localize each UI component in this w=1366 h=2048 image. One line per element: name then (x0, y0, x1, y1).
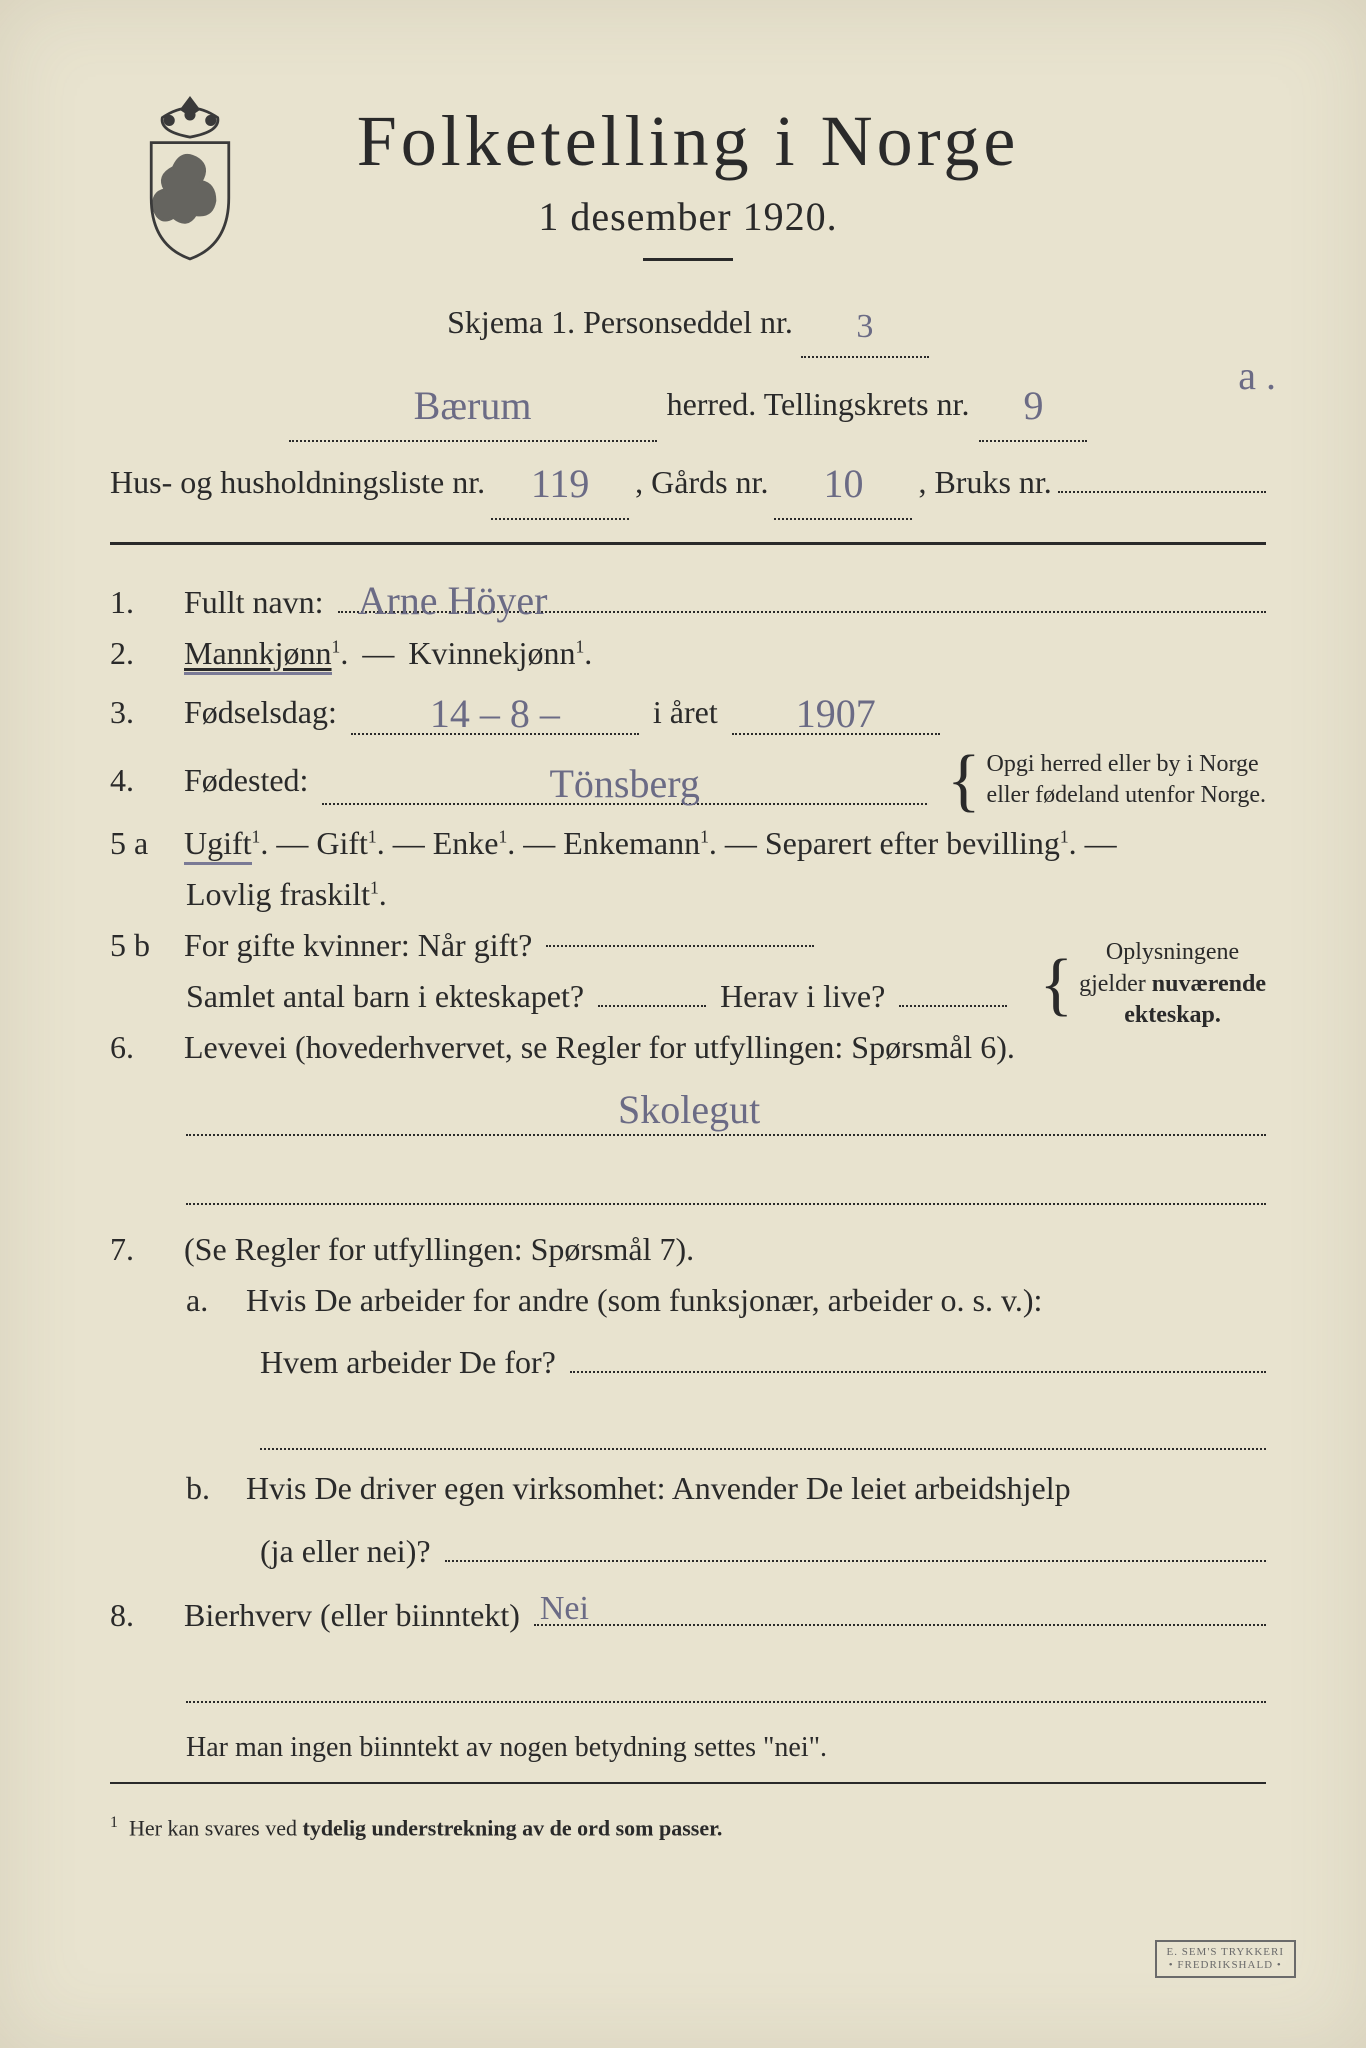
bruks-label: , Bruks nr. (918, 452, 1051, 513)
q2-mann: Mannkjønn1. (184, 635, 348, 672)
q2-row: 2. Mannkjønn1. — Kvinnekjønn1. (110, 635, 1266, 672)
personseddel-nr: 3 (856, 308, 873, 345)
q3-row: 3. Fødselsdag: 14 – 8 – i året 1907 (110, 686, 1266, 735)
printer-stamp: E. SEM'S TRYKKERI • FREDRIKSHALD • (1155, 1940, 1297, 1978)
q7b-row1: b. Hvis De driver egen virksomhet: Anven… (110, 1470, 1266, 1507)
q3-year: 1907 (796, 691, 876, 736)
main-title: Folketelling i Norge (110, 100, 1266, 183)
q7a-l1: Hvis De arbeider for andre (som funksjon… (246, 1282, 1042, 1319)
q8-label: Bierhverv (eller biinntekt) (184, 1597, 520, 1634)
q4-num: 4. (110, 762, 170, 799)
coat-of-arms-icon (120, 90, 260, 270)
q4-value: Tönsberg (550, 761, 700, 806)
q5a-num: 5 a (110, 825, 170, 862)
q4-note: Opgi herred eller by i Norge eller fødel… (987, 749, 1266, 811)
q8-num: 8. (110, 1597, 170, 1634)
q7b-l1: Hvis De driver egen virksomhet: Anvender… (246, 1470, 1071, 1507)
q5b-row1: 5 b For gifte kvinner: Når gift? { Oplys… (110, 927, 1266, 964)
q7b-row2: (ja eller nei)? (110, 1521, 1266, 1569)
q7b-num: b. (186, 1470, 232, 1507)
q2-kvinne: Kvinnekjønn1. (408, 635, 592, 672)
gaard-nr: 10 (823, 461, 863, 506)
q4-label: Fødested: (184, 762, 308, 799)
q8-row: 8. Bierhverv (eller biinntekt) Nei (110, 1586, 1266, 1634)
q6-row: 6. Levevei (hovederhvervet, se Regler fo… (110, 1029, 1266, 1066)
skjema-label: Skjema 1. Personseddel nr. (447, 304, 793, 340)
liste-line: Hus- og husholdningsliste nr. 119 , Gård… (110, 442, 1266, 520)
q7a-l2: Hvem arbeider De for? (260, 1344, 556, 1381)
q6-text: Levevei (hovederhvervet, se Regler for u… (184, 1029, 1015, 1066)
subtitle: 1 desember 1920. (110, 193, 1266, 240)
q7a-field2 (260, 1397, 1266, 1450)
form-body: 1. Fullt navn: Arne Höyer 2. Mannkjønn1.… (110, 573, 1266, 1842)
q6-value: Skolegut (618, 1086, 760, 1137)
q7a-row1: a. Hvis De arbeider for andre (som funks… (110, 1282, 1266, 1319)
q6-field2 (186, 1152, 1266, 1205)
q5b-l2b: Herav i live? (720, 978, 885, 1015)
q1-num: 1. (110, 584, 170, 621)
q5a-row: 5 a Ugift1. — Gift1. — Enke1. — Enkemann… (110, 825, 1266, 862)
q2-num: 2. (110, 635, 170, 672)
q7a-field (570, 1333, 1266, 1373)
skjema-line: Skjema 1. Personseddel nr. 3 (110, 291, 1266, 358)
herred-line: a . Bærum herred. Tellingskrets nr. 9 (110, 364, 1266, 442)
q2-dash: — (362, 635, 394, 672)
herred-label: herred. Tellingskrets nr. (657, 374, 980, 435)
liste-nr: 119 (531, 461, 590, 506)
q5a-row2: Lovlig fraskilt1. (110, 876, 1266, 913)
q5a-options: Ugift1. — Gift1. — Enke1. — Enkemann1. —… (184, 825, 1117, 862)
gaard-label: , Gårds nr. (635, 452, 768, 513)
bottom-rule (110, 1782, 1266, 1784)
q7b-field (445, 1521, 1266, 1561)
q1-field: Arne Höyer (338, 573, 1266, 613)
q7-num: 7. (110, 1231, 170, 1268)
q5a-options2: Lovlig fraskilt1. (186, 876, 387, 913)
q3-label: Fødselsdag: (184, 694, 337, 731)
title-divider (643, 258, 733, 261)
q3-mid: i året (653, 694, 718, 731)
q1-row: 1. Fullt navn: Arne Höyer (110, 573, 1266, 621)
census-form-page: Folketelling i Norge 1 desember 1920. Sk… (0, 0, 1366, 2048)
q8-value: Nei (540, 1590, 589, 1630)
q7-intro: (Se Regler for utfyllingen: Spørsmål 7). (184, 1231, 694, 1268)
header: Folketelling i Norge 1 desember 1920. (110, 100, 1266, 261)
q7-row: 7. (Se Regler for utfyllingen: Spørsmål … (110, 1231, 1266, 1268)
herred-value: Bærum (414, 383, 532, 428)
q5b-row2: Samlet antal barn i ekteskapet? Herav i … (110, 978, 1266, 1015)
q5b-l2a: Samlet antal barn i ekteskapet? (186, 978, 584, 1015)
section-rule-1 (110, 542, 1266, 545)
q4-row: 4. Fødested: Tönsberg { Opgi herred elle… (110, 749, 1266, 811)
krets-nr: 9 (1023, 383, 1043, 428)
q5b-num: 5 b (110, 927, 170, 964)
q8-field: Nei (534, 1586, 1266, 1626)
q1-value: Arne Höyer (358, 577, 548, 617)
q3-num: 3. (110, 694, 170, 731)
q7b-l2: (ja eller nei)? (260, 1533, 431, 1570)
q5b-l1: For gifte kvinner: Når gift? (184, 927, 532, 964)
liste-label: Hus- og husholdningsliste nr. (110, 452, 485, 513)
q6-num: 6. (110, 1029, 170, 1066)
q1-label: Fullt navn: (184, 584, 324, 621)
q7a-num: a. (186, 1282, 232, 1319)
q8-hint: Har man ingen biinntekt av nogen betydni… (110, 1721, 1266, 1774)
footnote: 1 Her kan svares ved tydelig understrekn… (110, 1814, 1266, 1841)
q6-field1: Skolegut (186, 1082, 1266, 1135)
q4-note-group: { Opgi herred eller by i Norge eller fød… (941, 749, 1266, 811)
krets-suffix-hw: a . (1238, 338, 1276, 414)
q7a-row2: Hvem arbeider De for? (110, 1333, 1266, 1381)
q8-field2 (186, 1650, 1266, 1703)
q3-day: 14 – 8 – (430, 691, 560, 736)
